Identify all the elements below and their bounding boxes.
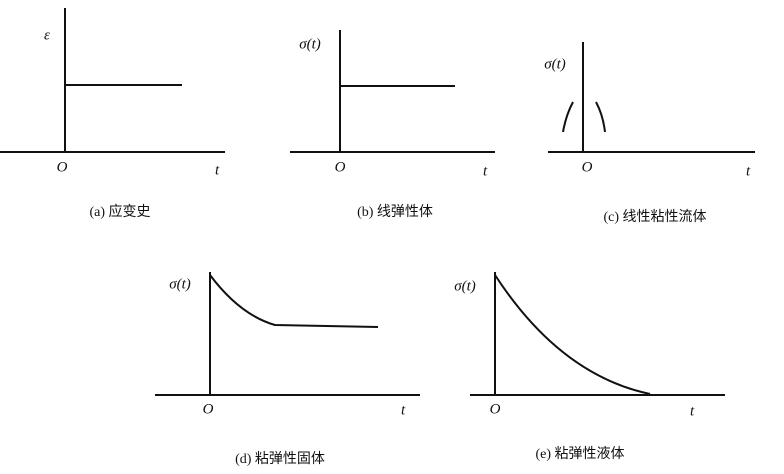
x-label: t bbox=[746, 163, 751, 179]
origin-label: O bbox=[203, 401, 214, 417]
x-label: t bbox=[690, 403, 695, 419]
origin-label: O bbox=[490, 401, 501, 417]
caption: (e) 粘弹性液体 bbox=[535, 446, 624, 462]
y-label: σ(t) bbox=[454, 278, 476, 294]
origin-label: O bbox=[335, 159, 346, 175]
caption: (b) 线弹性体 bbox=[357, 204, 433, 220]
x-label: t bbox=[401, 402, 406, 418]
panel-b: σ(t) O t (b) 线弹性体 bbox=[290, 30, 495, 220]
caption: (d) 粘弹性固体 bbox=[235, 451, 325, 467]
panel-a: ε O t (a) 应变史 bbox=[0, 8, 225, 220]
x-label: t bbox=[215, 162, 220, 178]
origin-label: O bbox=[582, 159, 593, 175]
curved-arrow bbox=[595, 101, 606, 133]
y-label: ε bbox=[44, 27, 50, 43]
panel-e: σ(t) O t (e) 粘弹性液体 bbox=[454, 272, 725, 462]
y-label: σ(t) bbox=[169, 276, 191, 292]
stress-step bbox=[339, 85, 455, 152]
strain-step bbox=[62, 84, 182, 153]
x-label: t bbox=[483, 163, 488, 179]
panel-c: σ(t) O t (c) 线性粘性流体 bbox=[544, 42, 755, 225]
curved-arrow bbox=[562, 101, 574, 133]
y-label: σ(t) bbox=[544, 56, 566, 72]
relaxation-curve bbox=[494, 274, 651, 395]
origin-label: O bbox=[57, 159, 68, 175]
y-label: σ(t) bbox=[299, 36, 321, 52]
relaxation-curve bbox=[209, 274, 379, 328]
caption: (c) 线性粘性流体 bbox=[603, 209, 706, 225]
panel-d: σ(t) O t (d) 粘弹性固体 bbox=[155, 272, 420, 467]
caption: (a) 应变史 bbox=[89, 203, 150, 220]
